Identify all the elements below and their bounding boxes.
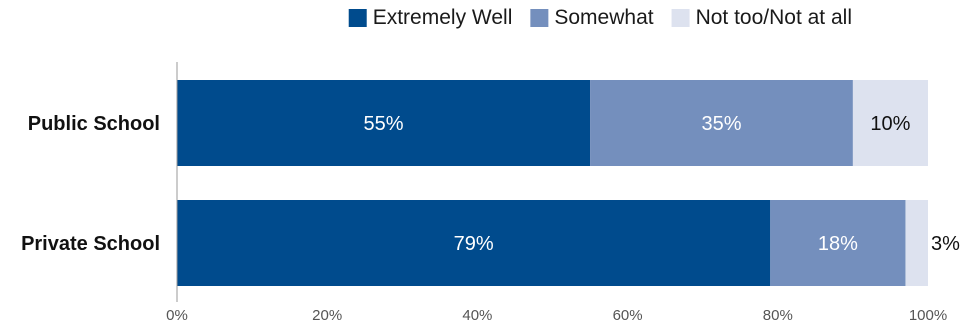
bar-private-school-extremely-well	[177, 200, 771, 286]
legend-swatch-not-too-not-at-all	[671, 9, 690, 27]
bar-private-school-somewhat	[770, 200, 906, 286]
category-labels: Public School Private School	[21, 113, 160, 255]
x-tick-label-0: 0%	[166, 307, 188, 324]
bar-public-school-somewhat	[590, 80, 853, 166]
legend-label-somewhat: Somewhat	[554, 6, 653, 29]
legend-swatch-extremely-well	[348, 9, 367, 27]
data-label-private-school-not-too-not-at-all: 3%	[931, 233, 960, 255]
x-axis-ticks: 0% 20% 40% 60% 80% 100%	[166, 307, 947, 324]
x-tick-label-20: 20%	[312, 307, 342, 324]
x-tick-label-60: 60%	[613, 307, 643, 324]
legend-swatch-somewhat	[530, 9, 549, 27]
data-label-public-school-not-too-not-at-all: 10%	[870, 113, 910, 135]
data-label-public-school-somewhat: 35%	[701, 113, 741, 135]
x-tick-label-40: 40%	[462, 307, 492, 324]
x-tick-label-80: 80%	[763, 307, 793, 324]
data-label-public-school-extremely-well: 55%	[364, 113, 404, 135]
legend: Extremely Well Somewhat Not too/Not at all	[348, 6, 852, 29]
data-label-private-school-somewhat: 18%	[818, 233, 858, 255]
data-label-private-school-extremely-well: 79%	[454, 233, 494, 255]
legend-label-not-too-not-at-all: Not too/Not at all	[696, 6, 852, 29]
bar-public-school-not-too-not-at-all	[852, 80, 928, 166]
x-tick-label-100: 100%	[909, 307, 947, 324]
bar-public-school-extremely-well	[177, 80, 591, 166]
category-label-public-school: Public School	[28, 113, 160, 135]
legend-label-extremely-well: Extremely Well	[373, 6, 513, 29]
bars	[177, 80, 928, 286]
data-labels: 55% 35% 10% 79% 18% 3%	[364, 113, 961, 255]
category-label-private-school: Private School	[21, 233, 160, 255]
bar-private-school-not-too-not-at-all	[905, 200, 928, 286]
